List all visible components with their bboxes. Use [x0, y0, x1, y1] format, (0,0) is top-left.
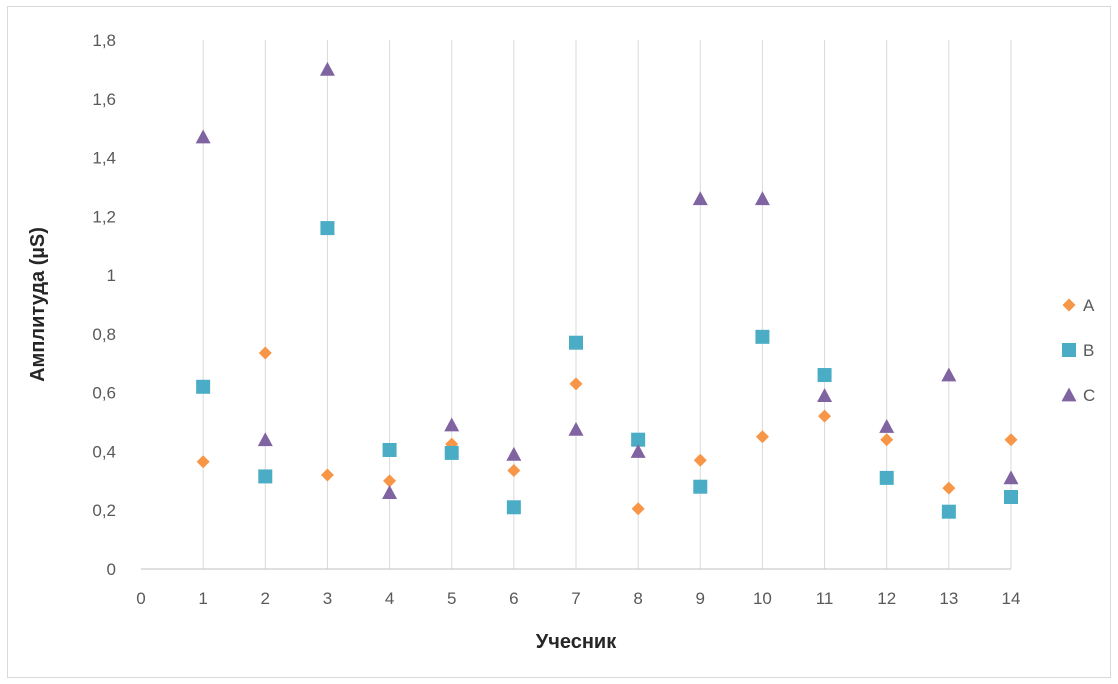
- x-tick-label: 10: [753, 589, 772, 608]
- y-tick-label: 1: [107, 266, 116, 285]
- point-c: [506, 446, 522, 461]
- grid-lines: [202, 40, 1012, 569]
- point-b: [879, 470, 894, 485]
- legend-item-a: A: [1062, 296, 1095, 315]
- x-tick-label: 6: [509, 589, 518, 608]
- point-c: [319, 61, 335, 76]
- legend-marker-b: [1062, 343, 1076, 357]
- y-tick-label: 0,6: [92, 384, 116, 403]
- y-tick-label: 0,2: [92, 501, 116, 520]
- y-tick-label: 1,8: [92, 31, 116, 50]
- x-tick-label: 2: [261, 589, 270, 608]
- x-axis-title: Учесник: [536, 631, 617, 653]
- series-a: [196, 346, 1018, 516]
- x-tick-label: 14: [1002, 589, 1021, 608]
- legend-item-c: C: [1061, 386, 1095, 405]
- point-a: [755, 430, 769, 444]
- point-a: [383, 474, 397, 488]
- point-b: [755, 329, 770, 344]
- x-tick-label: 5: [447, 589, 456, 608]
- point-b: [693, 479, 708, 494]
- point-a: [880, 433, 894, 447]
- point-c: [879, 418, 895, 433]
- point-c: [692, 191, 708, 206]
- point-a: [320, 468, 334, 482]
- point-a: [693, 453, 707, 467]
- chart-area: [7, 6, 1111, 678]
- point-a: [569, 377, 583, 391]
- series-c: [195, 61, 1019, 499]
- x-tick-label: 13: [939, 589, 958, 608]
- point-b: [382, 442, 397, 457]
- point-a: [1004, 433, 1018, 447]
- y-axis-ticks: 0 0,2 0,4 0,6 0,8 1 1,2 1,4 1,6 1,8: [92, 31, 116, 579]
- point-c: [444, 417, 460, 432]
- point-b: [569, 335, 583, 350]
- point-b: [444, 445, 459, 460]
- y-tick-label: 0: [107, 560, 116, 579]
- point-c: [195, 129, 211, 144]
- x-tick-label: 0: [136, 589, 145, 608]
- data-points: [195, 61, 1019, 519]
- x-tick-label: 9: [696, 589, 705, 608]
- point-b: [258, 469, 273, 484]
- x-tick-label: 4: [385, 589, 394, 608]
- point-b: [320, 221, 335, 236]
- point-b: [196, 379, 211, 394]
- point-c: [754, 191, 770, 206]
- point-c: [630, 443, 646, 458]
- point-a: [507, 464, 521, 478]
- legend-item-b: B: [1062, 341, 1094, 360]
- point-b: [817, 368, 832, 383]
- y-tick-label: 1,2: [92, 207, 116, 226]
- legend: A B C: [1061, 296, 1095, 405]
- point-a: [258, 346, 272, 360]
- point-a: [818, 409, 832, 423]
- x-tick-label: 11: [816, 589, 834, 608]
- series-b: [196, 221, 1018, 519]
- x-tick-label: 12: [877, 589, 896, 608]
- y-tick-label: 1,6: [92, 90, 116, 109]
- point-a: [196, 455, 210, 469]
- point-b: [506, 500, 521, 515]
- y-tick-label: 1,4: [92, 149, 116, 168]
- point-c: [941, 367, 957, 382]
- point-c: [1003, 470, 1019, 485]
- point-c: [568, 421, 584, 436]
- x-tick-label: 8: [633, 589, 642, 608]
- point-a: [631, 502, 645, 516]
- legend-label-c: C: [1083, 386, 1095, 405]
- point-b: [631, 432, 646, 447]
- point-c: [382, 485, 398, 499]
- x-tick-label: 1: [198, 589, 207, 608]
- legend-marker-a: [1062, 298, 1076, 312]
- x-axis-ticks: 0 1 2 3 4 5 6 7 8 9 10 11 12 13 14: [136, 589, 1020, 608]
- point-c: [817, 388, 833, 402]
- point-c: [257, 432, 273, 447]
- legend-marker-c: [1061, 387, 1077, 402]
- y-tick-label: 0,4: [92, 442, 116, 461]
- point-a: [942, 481, 956, 495]
- legend-label-b: B: [1083, 341, 1094, 360]
- y-axis-title: Амплитуда (µS): [27, 227, 49, 382]
- y-tick-label: 0,8: [92, 325, 116, 344]
- point-b: [941, 504, 956, 519]
- x-tick-label: 7: [571, 589, 580, 608]
- legend-label-a: A: [1083, 296, 1095, 315]
- point-b: [1004, 489, 1018, 504]
- x-tick-label: 3: [323, 589, 332, 608]
